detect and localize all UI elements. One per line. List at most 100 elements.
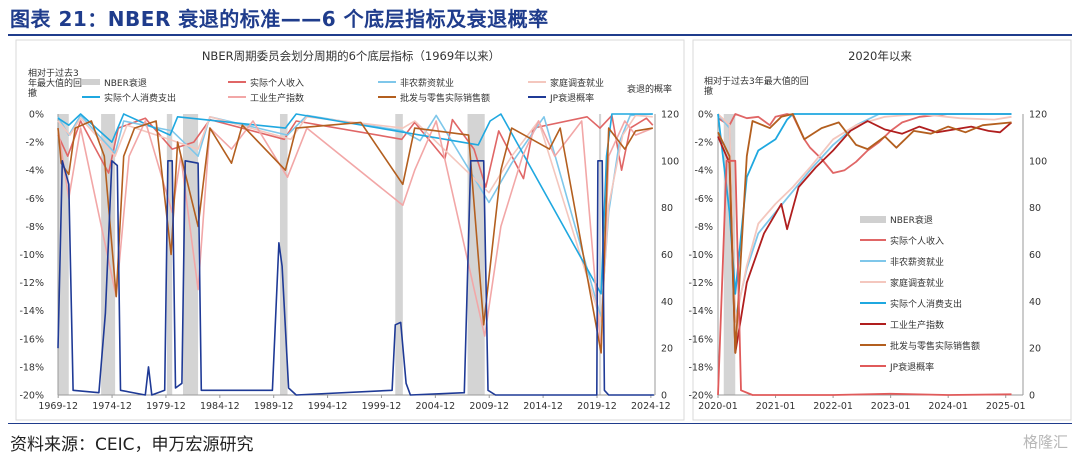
legend-label: 家庭调查就业 xyxy=(550,77,604,89)
left-recession-band xyxy=(58,114,69,395)
left-y-tick-label: 0% xyxy=(29,110,44,121)
right-series-line-6 xyxy=(717,113,1012,354)
left-recession-band xyxy=(279,114,288,395)
panel-frame-left xyxy=(15,39,685,421)
left-y-tick-label: -4% xyxy=(26,166,45,177)
right-y2-tick-label: 120 xyxy=(1029,110,1047,121)
right-y2-tick-label: 60 xyxy=(1029,250,1041,261)
left-y2-tick-label: 40 xyxy=(661,297,673,308)
legend-label: 非农薪资就业 xyxy=(890,256,944,268)
source-note: 资料来源：CEIC，申万宏源研究 xyxy=(10,435,254,455)
left-x-tick-label: 2024-12 xyxy=(631,401,671,412)
right-y-tick-label: -2% xyxy=(695,138,714,149)
right-y-tick-label: -20% xyxy=(688,391,713,402)
right-y-axis-label: 相对于过去3年最大值的回撤 xyxy=(704,75,809,97)
right-y-tick-label: -14% xyxy=(688,306,713,317)
legend-label: 非农薪资就业 xyxy=(400,77,454,89)
left-y-tick-label: -8% xyxy=(26,222,45,233)
right-series-line-5 xyxy=(717,120,1013,354)
left-y-tick-label: -2% xyxy=(26,138,45,149)
footer-rule xyxy=(8,423,1072,424)
charts-canvas: NBER周期委员会划分周期的6个底层指标（1969年以来） 相对于过去3 年最大值的… xyxy=(15,39,1072,421)
left-x-tick-label: 1994-12 xyxy=(308,401,348,412)
left-y-tick-label: -18% xyxy=(19,362,44,373)
right-y2-tick-label: 80 xyxy=(1029,203,1041,214)
left-recession-band xyxy=(183,114,199,395)
left-recession-band xyxy=(395,114,403,395)
left-x-tick-label: 1989-12 xyxy=(254,401,294,412)
left-x-tick-label: 2004-12 xyxy=(415,401,455,412)
left-y2-tick-label: 0 xyxy=(661,391,667,402)
legend-label: 工业生产指数 xyxy=(890,319,944,331)
left-series-line-4 xyxy=(57,113,653,295)
left-y2-axis-label: 衰退的概率 xyxy=(627,83,672,95)
left-y-tick-label: -10% xyxy=(19,250,44,261)
left-x-tick-label: 2009-12 xyxy=(469,401,509,412)
right-recession-band xyxy=(723,114,736,395)
legend-label: 实际个人消费支出 xyxy=(890,298,962,310)
right-y-tick-label: -16% xyxy=(688,334,713,345)
right-x-tick-label: 2022-01 xyxy=(813,401,853,412)
right-x-tick-label: 2021-01 xyxy=(756,401,796,412)
legend-swatch xyxy=(860,216,886,223)
right-y-tick-label: -18% xyxy=(688,362,713,373)
right-series-line-2 xyxy=(717,113,1012,319)
left-y2-tick-label: 60 xyxy=(661,250,673,261)
left-recession-band xyxy=(598,114,602,395)
left-y2-tick-label: 20 xyxy=(661,344,673,355)
right-y-tick-label: -12% xyxy=(688,278,713,289)
legend-label: 工业生产指数 xyxy=(250,92,304,104)
left-y-tick-label: -16% xyxy=(19,334,44,345)
legend-label: 批发与零售实际销售额 xyxy=(400,92,490,104)
left-y-axis-label: 相对于过去3 年最大值的回撤 xyxy=(28,67,82,99)
left-recession-band xyxy=(166,114,173,395)
left-y-tick-label: -12% xyxy=(19,278,44,289)
legend-label: 实际个人消费支出 xyxy=(104,92,176,104)
right-series-line-7 xyxy=(717,159,1012,396)
left-series-line-6 xyxy=(57,120,653,354)
legend-label: JP衰退概率 xyxy=(549,92,594,104)
right-y-tick-label: -4% xyxy=(695,166,714,177)
left-y-tick-label: -6% xyxy=(26,194,45,205)
legend-label: NBER衰退 xyxy=(890,214,933,226)
left-y2-tick-label: 80 xyxy=(661,203,673,214)
legend-label: 批发与零售实际销售额 xyxy=(890,340,980,352)
legend-label: NBER衰退 xyxy=(104,77,147,89)
right-y2-tick-label: 20 xyxy=(1029,344,1041,355)
right-y-tick-label: -8% xyxy=(695,222,714,233)
right-y-tick-label: -10% xyxy=(688,250,713,261)
right-x-tick-label: 2020-01 xyxy=(698,401,738,412)
legend-label: 家庭调查就业 xyxy=(890,277,944,289)
right-series-line-1 xyxy=(717,113,1012,174)
legend-label: 实际个人收入 xyxy=(890,235,944,247)
left-y-tick-label: -14% xyxy=(19,306,44,317)
right-series-line-4 xyxy=(717,113,1012,295)
title-rule xyxy=(8,34,1072,36)
watermark: 格隆汇 xyxy=(1022,433,1068,451)
left-x-tick-label: 2019-12 xyxy=(577,401,617,412)
right-y-tick-label: 0% xyxy=(698,110,713,121)
left-series-line-7 xyxy=(57,160,654,396)
left-y2-tick-label: 100 xyxy=(661,156,679,167)
left-x-tick-label: 2014-12 xyxy=(523,401,563,412)
legend-label: 实际个人收入 xyxy=(250,77,304,89)
left-x-tick-label: 1969-12 xyxy=(38,401,78,412)
figure-title: 图表 21：NBER 衰退的标准——6 个底层指标及衰退概率 xyxy=(10,7,549,31)
left-x-tick-label: 1999-12 xyxy=(362,401,402,412)
legend-label: JP衰退概率 xyxy=(889,361,934,373)
right-chart-title: 2020年以来 xyxy=(848,49,912,63)
left-x-tick-label: 1979-12 xyxy=(146,401,186,412)
right-x-tick-label: 2025-01 xyxy=(986,401,1026,412)
right-y-tick-label: -6% xyxy=(695,194,714,205)
panel-frame-right xyxy=(692,39,1072,421)
left-y2-tick-label: 120 xyxy=(661,110,679,121)
left-chart-title: NBER周期委员会划分周期的6个底层指标（1969年以来） xyxy=(202,49,500,63)
left-series-line-3 xyxy=(57,114,653,323)
right-x-tick-label: 2024-01 xyxy=(928,401,968,412)
right-x-tick-label: 2023-01 xyxy=(871,401,911,412)
left-x-tick-label: 1984-12 xyxy=(200,401,240,412)
left-x-tick-label: 1974-12 xyxy=(92,401,132,412)
legend-swatch xyxy=(82,79,100,85)
left-series-line-5 xyxy=(57,120,654,354)
right-y2-tick-label: 0 xyxy=(1029,391,1035,402)
